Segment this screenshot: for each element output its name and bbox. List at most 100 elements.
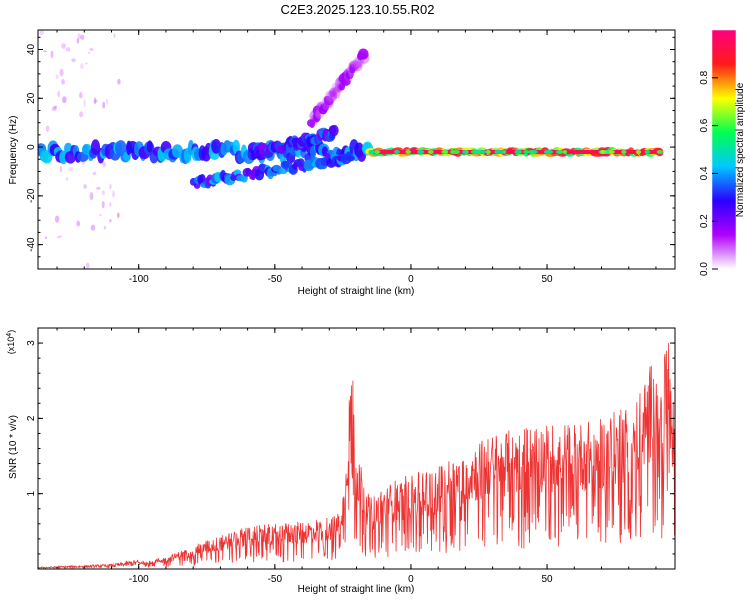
spectrogram-x-tick-label: -100 — [129, 274, 149, 285]
heatmap-speck — [56, 236, 61, 239]
heatmap-speck — [113, 33, 116, 39]
colorbar: 0.0 0.2 0.4 0.6 0.8 Normalized spectral ampl… — [699, 29, 746, 276]
heatmap-speck — [85, 262, 90, 269]
heatmap-speck — [83, 184, 87, 189]
heatmap-speck — [102, 101, 106, 109]
heatmap-cell — [309, 119, 315, 129]
heatmap-speck — [54, 215, 60, 223]
heatmap-speck — [84, 62, 88, 65]
heatmap-speck — [80, 63, 84, 70]
heatmap-speck — [57, 90, 61, 98]
heatmap-cell — [474, 149, 483, 154]
heatmap-speck — [96, 186, 101, 190]
heatmap-speck — [58, 235, 63, 238]
heatmap-speck — [50, 50, 54, 59]
heatmap-cell — [562, 149, 568, 154]
page-title: C2E3.2025.123.10.55.R02 — [280, 2, 435, 17]
heatmap-cell — [323, 96, 335, 108]
snr-y-ticks: 1 2 3 — [26, 340, 675, 570]
heatmap-speck — [79, 111, 84, 118]
heatmap-cell — [368, 149, 376, 154]
heatmap-cell — [326, 90, 337, 102]
heatmap-speck — [109, 183, 112, 190]
heatmap-speck — [99, 213, 102, 217]
heatmap-speck — [93, 97, 97, 105]
heatmap-speck — [76, 38, 80, 44]
heatmap-cell — [357, 48, 369, 60]
heatmap-cell — [330, 87, 338, 95]
heatmap-speck — [105, 98, 109, 105]
colorbar-ticks: 0.0 0.2 0.4 0.6 0.8 — [699, 70, 718, 276]
heatmap-speck — [59, 165, 63, 173]
snr-x-tick-label: -50 — [268, 574, 283, 585]
heatmap-cell — [600, 149, 606, 154]
colorbar-tick-label: 0.6 — [699, 118, 710, 132]
snr-y-tick-label: 3 — [26, 340, 37, 346]
heatmap-cell — [358, 52, 370, 64]
spectrogram-x-tick-label: 50 — [541, 274, 553, 285]
snr-y-tick-label: 2 — [26, 415, 37, 421]
heatmap-speck — [89, 48, 94, 51]
heatmap-cell — [449, 149, 456, 154]
heatmap-speck — [92, 171, 97, 176]
heatmap-cell — [558, 149, 563, 154]
heatmap-cell — [621, 149, 627, 154]
spectrogram-y-tick-label: 20 — [26, 92, 37, 104]
colorbar-frame — [711, 29, 737, 270]
snr-x-tick-label: 0 — [408, 574, 414, 585]
heatmap-cell — [529, 149, 538, 154]
heatmap-cell — [635, 149, 642, 154]
heatmap-speck — [89, 192, 94, 201]
heatmap-cell — [497, 149, 504, 154]
snr-series-line — [38, 343, 675, 569]
heatmap-speck — [116, 212, 120, 218]
spectrogram-panel: -100 -50 0 50 -40 -20 0 20 40 Height of straigh… — [8, 29, 676, 297]
heatmap-cell — [417, 149, 425, 154]
heatmap-cell — [656, 149, 664, 154]
heatmap-cell — [332, 87, 338, 96]
heatmap-cell — [485, 149, 491, 154]
heatmap-speck — [102, 161, 107, 168]
heatmap-cell — [331, 82, 340, 93]
heatmap-cell — [546, 149, 554, 154]
colorbar-tick-label: 0.0 — [699, 262, 710, 276]
heatmap-speck — [68, 166, 74, 172]
heatmap-cell — [373, 149, 381, 154]
heatmap-cell — [427, 149, 434, 154]
heatmap-cell — [329, 124, 339, 137]
colorbar-tick-label: 0.4 — [699, 166, 710, 180]
spectrogram-x-ticks: -100 -50 0 50 — [56, 30, 657, 285]
heatmap-speck — [76, 220, 81, 227]
heatmap-cell — [332, 87, 341, 99]
heatmap-speck — [51, 106, 57, 112]
heatmap-speck — [79, 92, 83, 99]
spectrogram-y-tick-label: 40 — [26, 44, 37, 56]
heatmap-cell — [481, 149, 487, 154]
heatmap-speck — [87, 51, 91, 54]
heatmap-speck — [90, 224, 96, 231]
heatmap-cell — [441, 149, 449, 154]
heatmap-speck — [101, 190, 106, 195]
heatmap-speck — [44, 236, 48, 240]
colorbar-tick-label: 0.8 — [699, 70, 710, 84]
snr-y-axis-label: SNR (10 * v/v) — [8, 415, 19, 479]
heatmap-cell — [351, 59, 361, 69]
heatmap-speck — [65, 177, 69, 182]
heatmap-cell — [329, 87, 337, 98]
snr-y-tick-label: 1 — [26, 490, 37, 496]
heatmap-cell — [324, 97, 334, 106]
heatmap-cell — [328, 91, 334, 98]
heatmap-cell — [347, 61, 359, 73]
heatmap-cell — [494, 149, 499, 154]
heatmap-cell — [232, 139, 241, 155]
snr-panel: -100 -50 0 50 1 2 3 Height of straight line (… — [6, 327, 676, 595]
heatmap-cell — [348, 60, 360, 71]
spectrogram-x-tick-label: 0 — [408, 274, 414, 285]
heatmap-speck — [117, 78, 121, 85]
heatmap-cell — [329, 89, 338, 102]
heatmap-cell — [90, 139, 101, 155]
spectrogram-y-axis-label: Frequency (Hz) — [8, 116, 19, 185]
heatmap-cell — [405, 149, 411, 154]
heatmap-speck — [59, 68, 64, 77]
